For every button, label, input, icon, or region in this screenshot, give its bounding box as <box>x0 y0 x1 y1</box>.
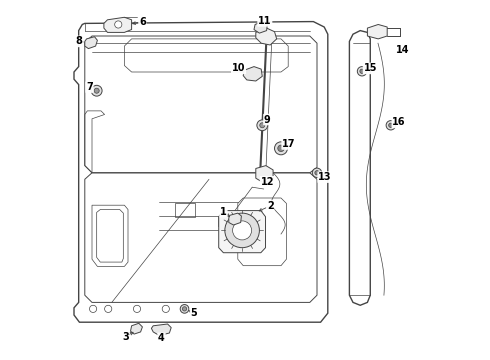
Text: 7: 7 <box>86 82 93 92</box>
Circle shape <box>115 21 122 28</box>
Text: 12: 12 <box>261 177 274 187</box>
Circle shape <box>94 88 99 93</box>
Circle shape <box>312 168 321 177</box>
Text: 4: 4 <box>158 333 165 343</box>
Circle shape <box>180 305 189 313</box>
Circle shape <box>357 67 367 76</box>
Polygon shape <box>85 37 98 49</box>
Polygon shape <box>256 28 277 45</box>
Circle shape <box>278 145 284 152</box>
Circle shape <box>386 121 395 130</box>
Text: 16: 16 <box>392 117 406 127</box>
Circle shape <box>225 213 259 248</box>
Circle shape <box>360 69 364 73</box>
Text: 10: 10 <box>232 63 245 73</box>
Text: 1: 1 <box>220 207 227 217</box>
Polygon shape <box>368 24 387 39</box>
Text: 14: 14 <box>396 45 410 55</box>
Circle shape <box>257 120 268 131</box>
Polygon shape <box>229 213 242 225</box>
Text: 2: 2 <box>267 201 273 211</box>
Polygon shape <box>243 67 262 81</box>
Polygon shape <box>254 22 268 33</box>
Text: 3: 3 <box>122 332 129 342</box>
Circle shape <box>182 307 187 311</box>
Text: 17: 17 <box>282 139 295 149</box>
Circle shape <box>315 171 319 175</box>
Text: 15: 15 <box>364 63 377 73</box>
Polygon shape <box>151 324 171 336</box>
Circle shape <box>233 221 252 240</box>
Polygon shape <box>219 211 266 253</box>
Polygon shape <box>130 323 143 334</box>
Polygon shape <box>104 17 132 32</box>
Text: 9: 9 <box>264 114 270 125</box>
Text: 6: 6 <box>139 17 146 27</box>
Circle shape <box>260 123 265 128</box>
Circle shape <box>91 85 102 96</box>
Text: 5: 5 <box>191 308 197 318</box>
Circle shape <box>274 142 288 155</box>
Polygon shape <box>256 166 273 183</box>
Text: 11: 11 <box>258 16 271 26</box>
Text: 8: 8 <box>75 36 82 46</box>
Text: 13: 13 <box>318 172 332 182</box>
Circle shape <box>389 123 393 127</box>
